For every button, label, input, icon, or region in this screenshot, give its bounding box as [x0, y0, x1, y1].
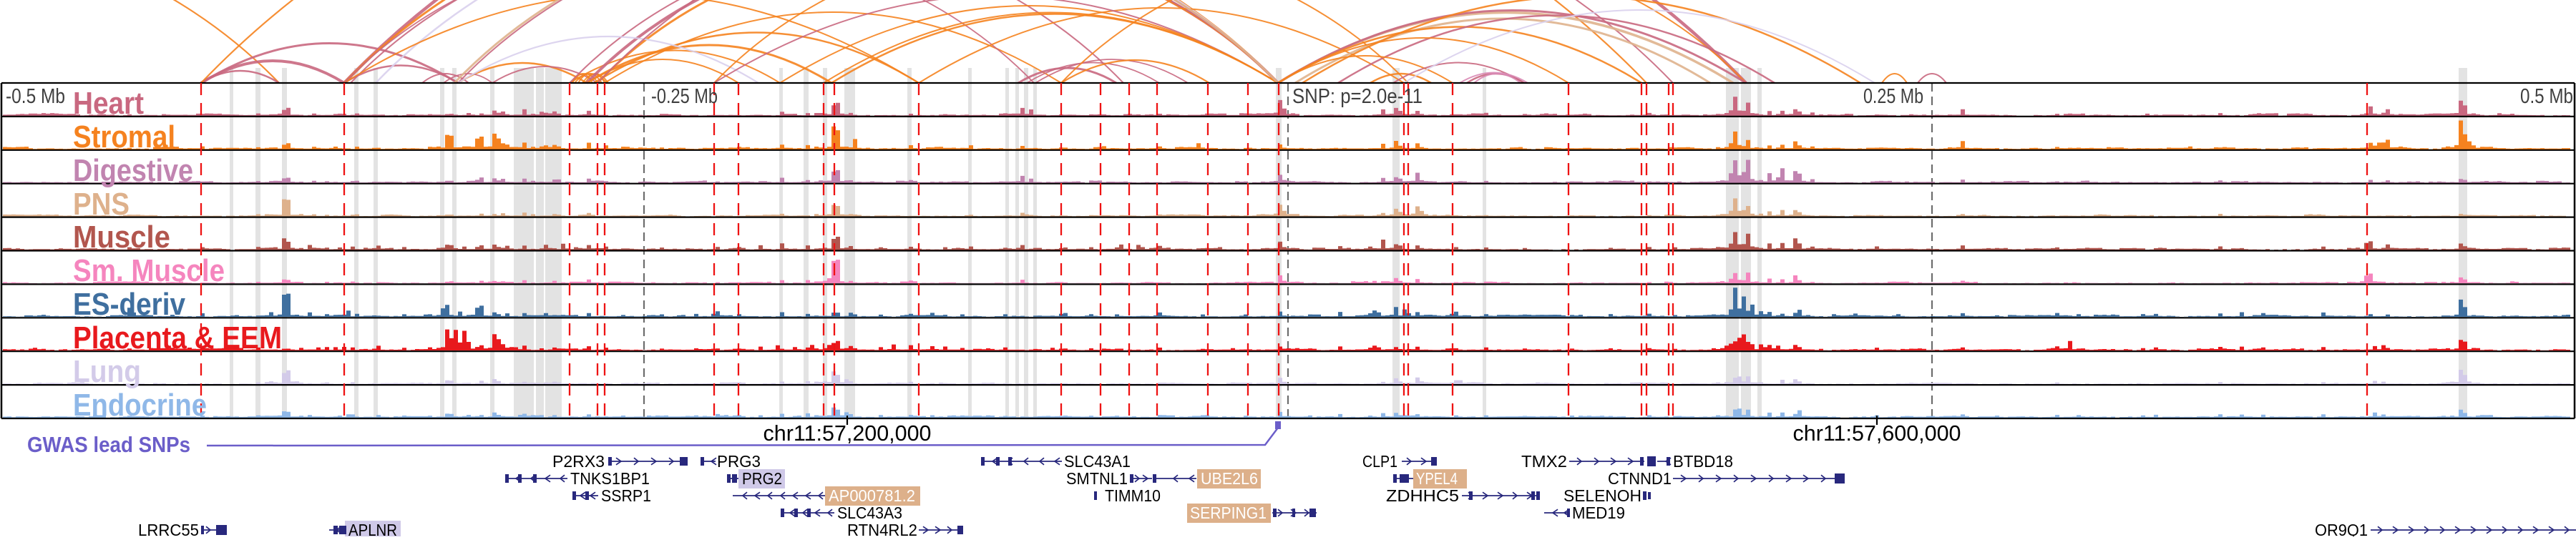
svg-text:MED19: MED19 [1572, 504, 1625, 522]
svg-text:Placenta & EEM: Placenta & EEM [73, 320, 282, 355]
svg-text:APLNR: APLNR [348, 521, 397, 536]
svg-text:SERPING1: SERPING1 [1190, 504, 1267, 522]
svg-text:LRRC55: LRRC55 [138, 521, 199, 536]
svg-text:Digestive: Digestive [73, 153, 193, 188]
svg-text:TNKS1BP1: TNKS1BP1 [570, 469, 650, 488]
svg-text:ZDHHC5: ZDHHC5 [1386, 486, 1459, 505]
svg-text:Endocrine: Endocrine [73, 388, 207, 423]
svg-text:CTNND1: CTNND1 [1608, 469, 1672, 488]
svg-text:PRG3: PRG3 [717, 452, 761, 471]
svg-text:SNP: p=2.0e-11: SNP: p=2.0e-11 [1292, 85, 1423, 108]
svg-text:SSRP1: SSRP1 [601, 486, 651, 505]
svg-text:Muscle: Muscle [73, 220, 170, 255]
svg-text:TMX2: TMX2 [1521, 452, 1567, 471]
svg-text:OR9Q1: OR9Q1 [2315, 521, 2368, 536]
svg-text:-0.5 Mb: -0.5 Mb [6, 85, 65, 108]
svg-text:chr11:57,200,000: chr11:57,200,000 [763, 421, 932, 446]
svg-text:Stromal: Stromal [73, 119, 175, 154]
svg-text:SMTNL1: SMTNL1 [1066, 469, 1128, 488]
svg-text:Lung: Lung [73, 354, 141, 389]
svg-text:chr11:57,600,000: chr11:57,600,000 [1793, 421, 1961, 446]
svg-text:PRG2: PRG2 [742, 469, 782, 488]
svg-text:YPEL4: YPEL4 [1416, 469, 1458, 488]
svg-text:RTN4RL2: RTN4RL2 [847, 521, 917, 536]
svg-text:GWAS lead SNPs: GWAS lead SNPs [27, 432, 190, 457]
svg-text:SLC43A1: SLC43A1 [1064, 452, 1131, 471]
svg-text:BTBD18: BTBD18 [1673, 452, 1733, 471]
svg-text:CLP1: CLP1 [1362, 452, 1397, 471]
svg-text:0.25 Mb: 0.25 Mb [1863, 85, 1923, 108]
svg-text:UBE2L6: UBE2L6 [1201, 469, 1258, 488]
svg-text:Heart: Heart [73, 86, 144, 121]
svg-text:TIMM10: TIMM10 [1105, 486, 1161, 505]
svg-text:AP000781.2: AP000781.2 [829, 486, 915, 505]
svg-text:P2RX3: P2RX3 [552, 452, 605, 471]
svg-text:SELENOH: SELENOH [1563, 486, 1641, 505]
svg-text:-0.25 Mb: -0.25 Mb [651, 85, 718, 108]
svg-text:0.5 Mb: 0.5 Mb [2520, 85, 2573, 108]
svg-text:ES-deriv: ES-deriv [73, 287, 185, 322]
svg-text:SLC43A3: SLC43A3 [837, 504, 902, 522]
svg-text:PNS: PNS [73, 187, 130, 222]
svg-text:Sm. Muscle: Sm. Muscle [73, 253, 225, 288]
